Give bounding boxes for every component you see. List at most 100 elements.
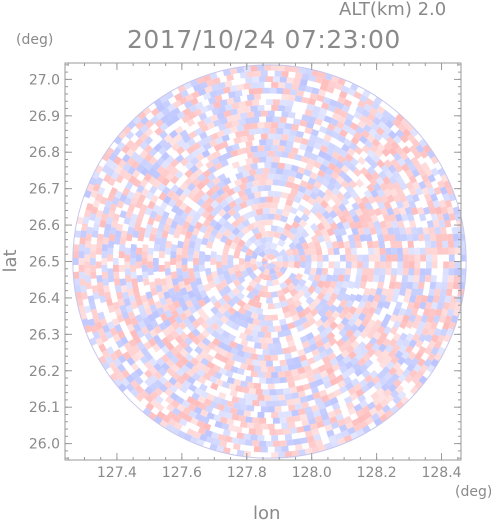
radar-cell [345,299,354,309]
radar-cell [279,266,288,275]
radar-cell [383,125,393,135]
radar-cell [316,292,326,301]
radar-cell [218,105,227,113]
radar-cell [265,99,273,105]
radar-cell [180,364,190,374]
radar-cell [193,271,201,279]
radar-cell [383,372,393,381]
radar-cell [243,239,253,248]
radar-cell [312,391,321,400]
radar-cell [394,301,403,310]
radar-cell [423,233,431,242]
radar-cell [317,169,327,178]
radar-cell [398,288,407,297]
radar-cell [76,216,84,225]
radar-cell [272,278,280,287]
radar-cell [155,403,165,412]
radar-cell [250,145,258,153]
radar-cell [387,226,395,235]
radar-cell [351,254,358,262]
radar-cell [394,233,402,242]
radar-cell [253,446,261,453]
radar-cell [320,394,330,403]
radar-cell [175,360,185,369]
radar-cell [390,240,397,249]
radar-cell [366,240,374,249]
radar-cell [421,187,430,196]
radar-cell [211,184,220,193]
radar-cell [219,116,228,125]
radar-cell [290,368,299,376]
radar-cell [231,119,240,127]
radar-cell [341,370,351,380]
radar-cell [404,226,412,235]
radar-cell [333,125,342,135]
radar-cell [395,129,405,139]
radar-cell [130,388,140,398]
radar-cell [119,304,127,313]
radar-cell [434,288,442,297]
radar-cell [211,337,221,347]
radar-cell [237,189,246,198]
radar-cell [223,228,232,238]
radar-cell [160,353,170,363]
radar-cell [227,424,236,432]
radar-cell [451,226,459,235]
radar-cell [184,336,193,346]
radar-cell [277,371,286,378]
radar-cell [361,195,370,205]
radar-cell [170,184,180,194]
radar-cell [176,268,183,276]
radar-cell [248,279,258,289]
radar-cell [227,254,234,262]
radar-cell [329,192,339,202]
radar-cell [264,354,272,361]
radar-cell [209,90,218,98]
radar-cell [85,202,94,212]
radar-cell [448,261,455,269]
radar-cell [137,233,145,242]
radar-cell [189,280,198,289]
radar-cell [181,114,191,124]
radar-cell [364,358,374,368]
radar-cell [244,309,253,318]
radar-cell [427,186,436,196]
radar-cell [284,352,293,360]
radar-cell [333,407,343,416]
radar-cell [343,395,353,405]
radar-cell [82,216,90,225]
radar-cell [145,291,153,300]
radar-cell [136,184,145,194]
radar-cell [184,345,194,354]
radar-cell [409,385,419,395]
radar-cell [102,237,109,245]
radar-cell [299,254,306,262]
radar-cell [164,388,174,397]
radar-cell [172,300,181,309]
radar-cell [323,381,333,390]
radar-cell [359,347,369,357]
radar-cell [246,291,255,301]
radar-cell [215,261,223,269]
radar-cell [332,227,341,237]
radar-cell [370,214,379,223]
radar-cell [298,354,308,362]
radar-cell [113,358,122,367]
radar-cell [179,202,188,211]
radar-cell [424,333,433,343]
radar-cell [433,327,442,337]
radar-cell [205,317,215,327]
radar-cell [218,123,227,132]
radar-cell [291,313,300,322]
radar-cell [368,336,378,346]
radar-cell [212,364,222,373]
radar-cell [147,247,154,255]
radar-cell [254,301,262,309]
radar-cell [335,304,345,314]
radar-cell [320,335,330,345]
radar-cell [303,150,313,159]
radar-cell [216,445,225,453]
radar-cell [223,110,232,118]
radar-cell [226,188,236,197]
radar-cell [186,428,196,437]
